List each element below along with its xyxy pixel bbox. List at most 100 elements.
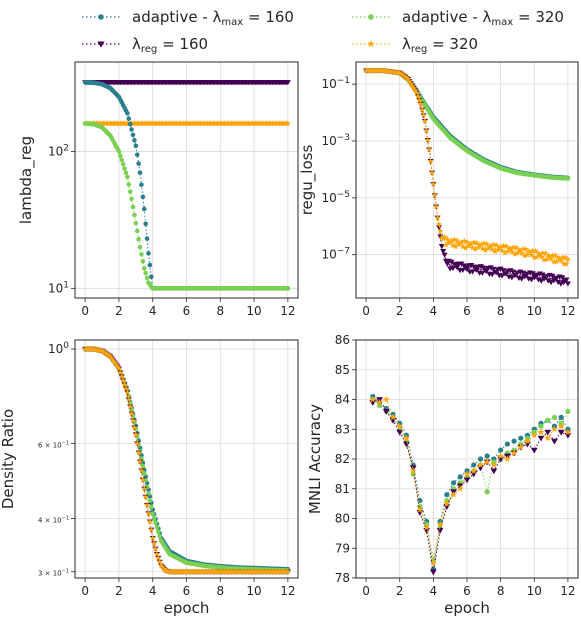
- data-point-r160: [564, 281, 571, 287]
- data-point-r320: [152, 545, 159, 552]
- legend-entry-r160: λreg = 160: [82, 35, 208, 55]
- y-tick-label: 85: [335, 363, 350, 377]
- data-point-r320: [476, 242, 483, 249]
- data-point-r320: [562, 254, 569, 260]
- data-point-r320: [420, 112, 427, 119]
- data-point-ad320: [150, 511, 156, 517]
- data-point-r160: [382, 409, 390, 415]
- data-point-r320: [463, 238, 471, 245]
- data-point-r320: [419, 106, 426, 113]
- data-point-ad160: [126, 116, 132, 121]
- data-point-r160: [478, 264, 485, 270]
- x-tick-label: 10: [246, 304, 261, 318]
- data-point-r320: [444, 235, 451, 242]
- data-point-r320: [114, 363, 121, 370]
- data-point-r160: [557, 429, 565, 436]
- legend-entry-ad320: adaptive - λmax = 320: [352, 8, 564, 28]
- data-point-r320: [512, 244, 520, 251]
- data-point-r160: [448, 259, 455, 265]
- x-tick-label: 2: [115, 584, 123, 598]
- data-point-r320: [483, 240, 490, 247]
- data-point-r320: [409, 467, 417, 474]
- x-tick-label: 6: [183, 584, 191, 598]
- data-point-r320: [128, 410, 135, 417]
- data-point-r320: [441, 233, 448, 240]
- data-point-ad160: [444, 492, 450, 498]
- data-point-ad320: [141, 266, 147, 271]
- data-point-r320: [497, 452, 505, 459]
- data-point-r320: [103, 350, 110, 357]
- data-point-r320: [522, 245, 529, 252]
- data-point-r320: [490, 461, 498, 468]
- y-axis-label: Density Ratio: [0, 409, 17, 509]
- data-point-r320: [491, 248, 499, 255]
- data-point-r320: [482, 247, 489, 253]
- data-point-r320: [557, 422, 565, 430]
- legend-marker-r320: [367, 40, 375, 48]
- x-tick-label: 2: [396, 584, 404, 598]
- axes-frame: [74, 339, 299, 579]
- series-r320: [363, 67, 571, 267]
- data-point-r320: [560, 260, 567, 267]
- data-point-r320: [548, 255, 555, 262]
- data-point-r160: [551, 438, 558, 445]
- data-point-r320: [148, 526, 155, 533]
- legend-label-ad320: adaptive - λmax = 320: [402, 8, 564, 28]
- data-point-r320: [449, 242, 457, 249]
- data-point-r320: [407, 80, 414, 87]
- data-point-r320: [468, 240, 475, 247]
- y-tick-label: 6 × 10−1: [38, 441, 69, 450]
- data-point-r160: [528, 277, 535, 283]
- y-tick-label: 78: [335, 571, 350, 585]
- data-point-r320: [400, 72, 407, 79]
- data-point-ad160: [134, 152, 140, 158]
- data-point-r160: [429, 569, 437, 576]
- data-point-r320: [406, 78, 413, 84]
- x-tick-label: 8: [216, 584, 224, 598]
- data-point-r320: [398, 70, 405, 77]
- data-point-ad320: [149, 504, 154, 510]
- data-point-r320: [417, 100, 424, 107]
- data-point-ad320: [133, 220, 139, 226]
- data-point-r320: [552, 252, 559, 258]
- data-point-r320: [503, 455, 511, 462]
- data-point-ad160: [450, 480, 457, 486]
- data-point-r320: [518, 250, 525, 256]
- data-point-r320: [402, 434, 410, 442]
- data-point-ad160: [136, 161, 141, 166]
- x-axis-label: epoch: [164, 599, 210, 617]
- data-point-r320: [508, 248, 515, 255]
- data-point-r160: [559, 275, 566, 281]
- data-point-r320: [121, 381, 128, 388]
- y-tick-label: 10−1: [321, 76, 350, 91]
- data-point-r320: [564, 428, 572, 436]
- x-tick-label: 6: [463, 584, 471, 598]
- data-point-r320: [503, 242, 510, 249]
- data-point-r160: [480, 265, 487, 271]
- data-point-r320: [537, 428, 545, 436]
- data-point-r320: [435, 221, 443, 227]
- data-point-r320: [421, 117, 429, 124]
- data-point-r320: [529, 247, 536, 254]
- data-point-r320: [550, 258, 557, 265]
- data-point-r320: [510, 244, 517, 250]
- data-point-ad320: [551, 414, 558, 420]
- x-tick-label: 10: [246, 584, 261, 598]
- data-point-r320: [442, 241, 450, 248]
- data-point-r160: [487, 265, 494, 271]
- data-point-r160: [490, 266, 497, 272]
- data-point-r160: [469, 269, 476, 275]
- data-point-r320: [476, 461, 484, 468]
- data-point-ad320: [140, 258, 146, 264]
- data-point-r320: [141, 485, 148, 492]
- data-point-r160: [544, 429, 552, 436]
- data-point-r320: [284, 120, 291, 127]
- data-point-ad160: [511, 438, 517, 444]
- data-point-r320: [459, 243, 466, 250]
- data-point-ad320: [153, 520, 158, 526]
- data-point-r320: [490, 241, 497, 248]
- data-point-r320: [423, 127, 430, 134]
- data-point-r320: [151, 540, 158, 546]
- data-point-ad160: [484, 453, 490, 459]
- data-point-ad160: [558, 414, 564, 420]
